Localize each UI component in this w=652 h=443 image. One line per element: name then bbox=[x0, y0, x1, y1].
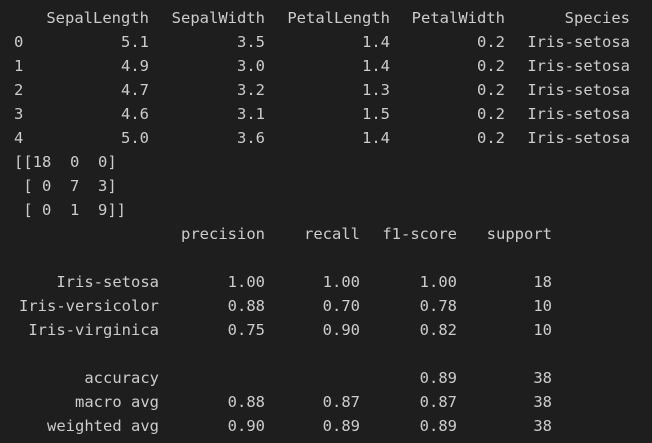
cell: 1.5 bbox=[362, 105, 390, 123]
report-cell: 18 bbox=[533, 273, 552, 291]
report-cell: 0.78 bbox=[419, 297, 457, 315]
report-cell: 10 bbox=[533, 321, 552, 339]
cell: 5.1 bbox=[121, 33, 149, 51]
report-cell: 0.70 bbox=[322, 297, 360, 315]
cell: Iris-setosa bbox=[527, 81, 630, 99]
cell: 3.5 bbox=[237, 33, 265, 51]
matrix-line: [ 0 7 3] bbox=[14, 177, 117, 195]
cell: 1.4 bbox=[362, 129, 390, 147]
cell: 3.2 bbox=[237, 81, 265, 99]
report-cell: 0.88 bbox=[227, 297, 265, 315]
report-cell: 1.00 bbox=[227, 273, 265, 291]
cell: Iris-setosa bbox=[527, 57, 630, 75]
report-cell: 0.89 bbox=[419, 417, 457, 435]
report-cell: 0.87 bbox=[419, 393, 457, 411]
column-header: SepalWidth bbox=[171, 9, 265, 27]
report-cell: 0.87 bbox=[322, 393, 360, 411]
report-cell: 0.75 bbox=[227, 321, 265, 339]
report-cell: 38 bbox=[533, 369, 552, 387]
report-cell: 0.90 bbox=[227, 417, 265, 435]
report-header: recall bbox=[304, 225, 360, 243]
cell: 3.6 bbox=[237, 129, 265, 147]
report-cell: 1.00 bbox=[322, 273, 360, 291]
report-cell: 0.90 bbox=[322, 321, 360, 339]
report-cell: 0.89 bbox=[419, 369, 457, 387]
cell: 3.0 bbox=[237, 57, 265, 75]
cell: 1.4 bbox=[362, 57, 390, 75]
report-cell: 38 bbox=[533, 417, 552, 435]
row-index: 2 bbox=[14, 81, 24, 99]
report-cell: 0.82 bbox=[419, 321, 457, 339]
report-label: weighted avg bbox=[47, 417, 159, 435]
row-index: 4 bbox=[14, 129, 24, 147]
report-label: accuracy bbox=[84, 369, 159, 387]
report-cell: 10 bbox=[533, 297, 552, 315]
cell: 4.9 bbox=[121, 57, 149, 75]
report-label: Iris-virginica bbox=[28, 321, 159, 339]
report-label: Iris-setosa bbox=[56, 273, 159, 291]
cell: 5.0 bbox=[121, 129, 149, 147]
cell: 0.2 bbox=[477, 129, 505, 147]
row-index: 3 bbox=[14, 105, 24, 123]
cell: 0.2 bbox=[477, 57, 505, 75]
cell: 0.2 bbox=[477, 33, 505, 51]
cell: 1.3 bbox=[362, 81, 390, 99]
cell: 4.6 bbox=[121, 105, 149, 123]
report-label: Iris-versicolor bbox=[19, 297, 159, 315]
column-header: SepalLength bbox=[46, 9, 149, 27]
cell: 1.4 bbox=[362, 33, 390, 51]
report-header: f1-score bbox=[382, 225, 457, 243]
report-header: support bbox=[486, 225, 552, 243]
row-index: 1 bbox=[14, 57, 24, 75]
cell: 3.1 bbox=[237, 105, 265, 123]
matrix-line: [[18 0 0] bbox=[14, 153, 117, 171]
cell: Iris-setosa bbox=[527, 129, 630, 147]
column-header: PetalLength bbox=[287, 9, 390, 27]
report-cell: 38 bbox=[533, 393, 552, 411]
report-label: macro avg bbox=[75, 393, 159, 411]
report-header: precision bbox=[181, 225, 265, 243]
report-cell: 1.00 bbox=[419, 273, 457, 291]
column-header: Species bbox=[564, 9, 630, 27]
column-header: PetalWidth bbox=[411, 9, 505, 27]
cell: 4.7 bbox=[121, 81, 149, 99]
report-cell: 0.89 bbox=[322, 417, 360, 435]
cell: Iris-setosa bbox=[527, 33, 630, 51]
cell: 0.2 bbox=[477, 105, 505, 123]
report-cell: 0.88 bbox=[227, 393, 265, 411]
row-index: 0 bbox=[14, 33, 24, 51]
cell: Iris-setosa bbox=[527, 105, 630, 123]
cell: 0.2 bbox=[477, 81, 505, 99]
matrix-line: [ 0 1 9]] bbox=[14, 201, 126, 219]
